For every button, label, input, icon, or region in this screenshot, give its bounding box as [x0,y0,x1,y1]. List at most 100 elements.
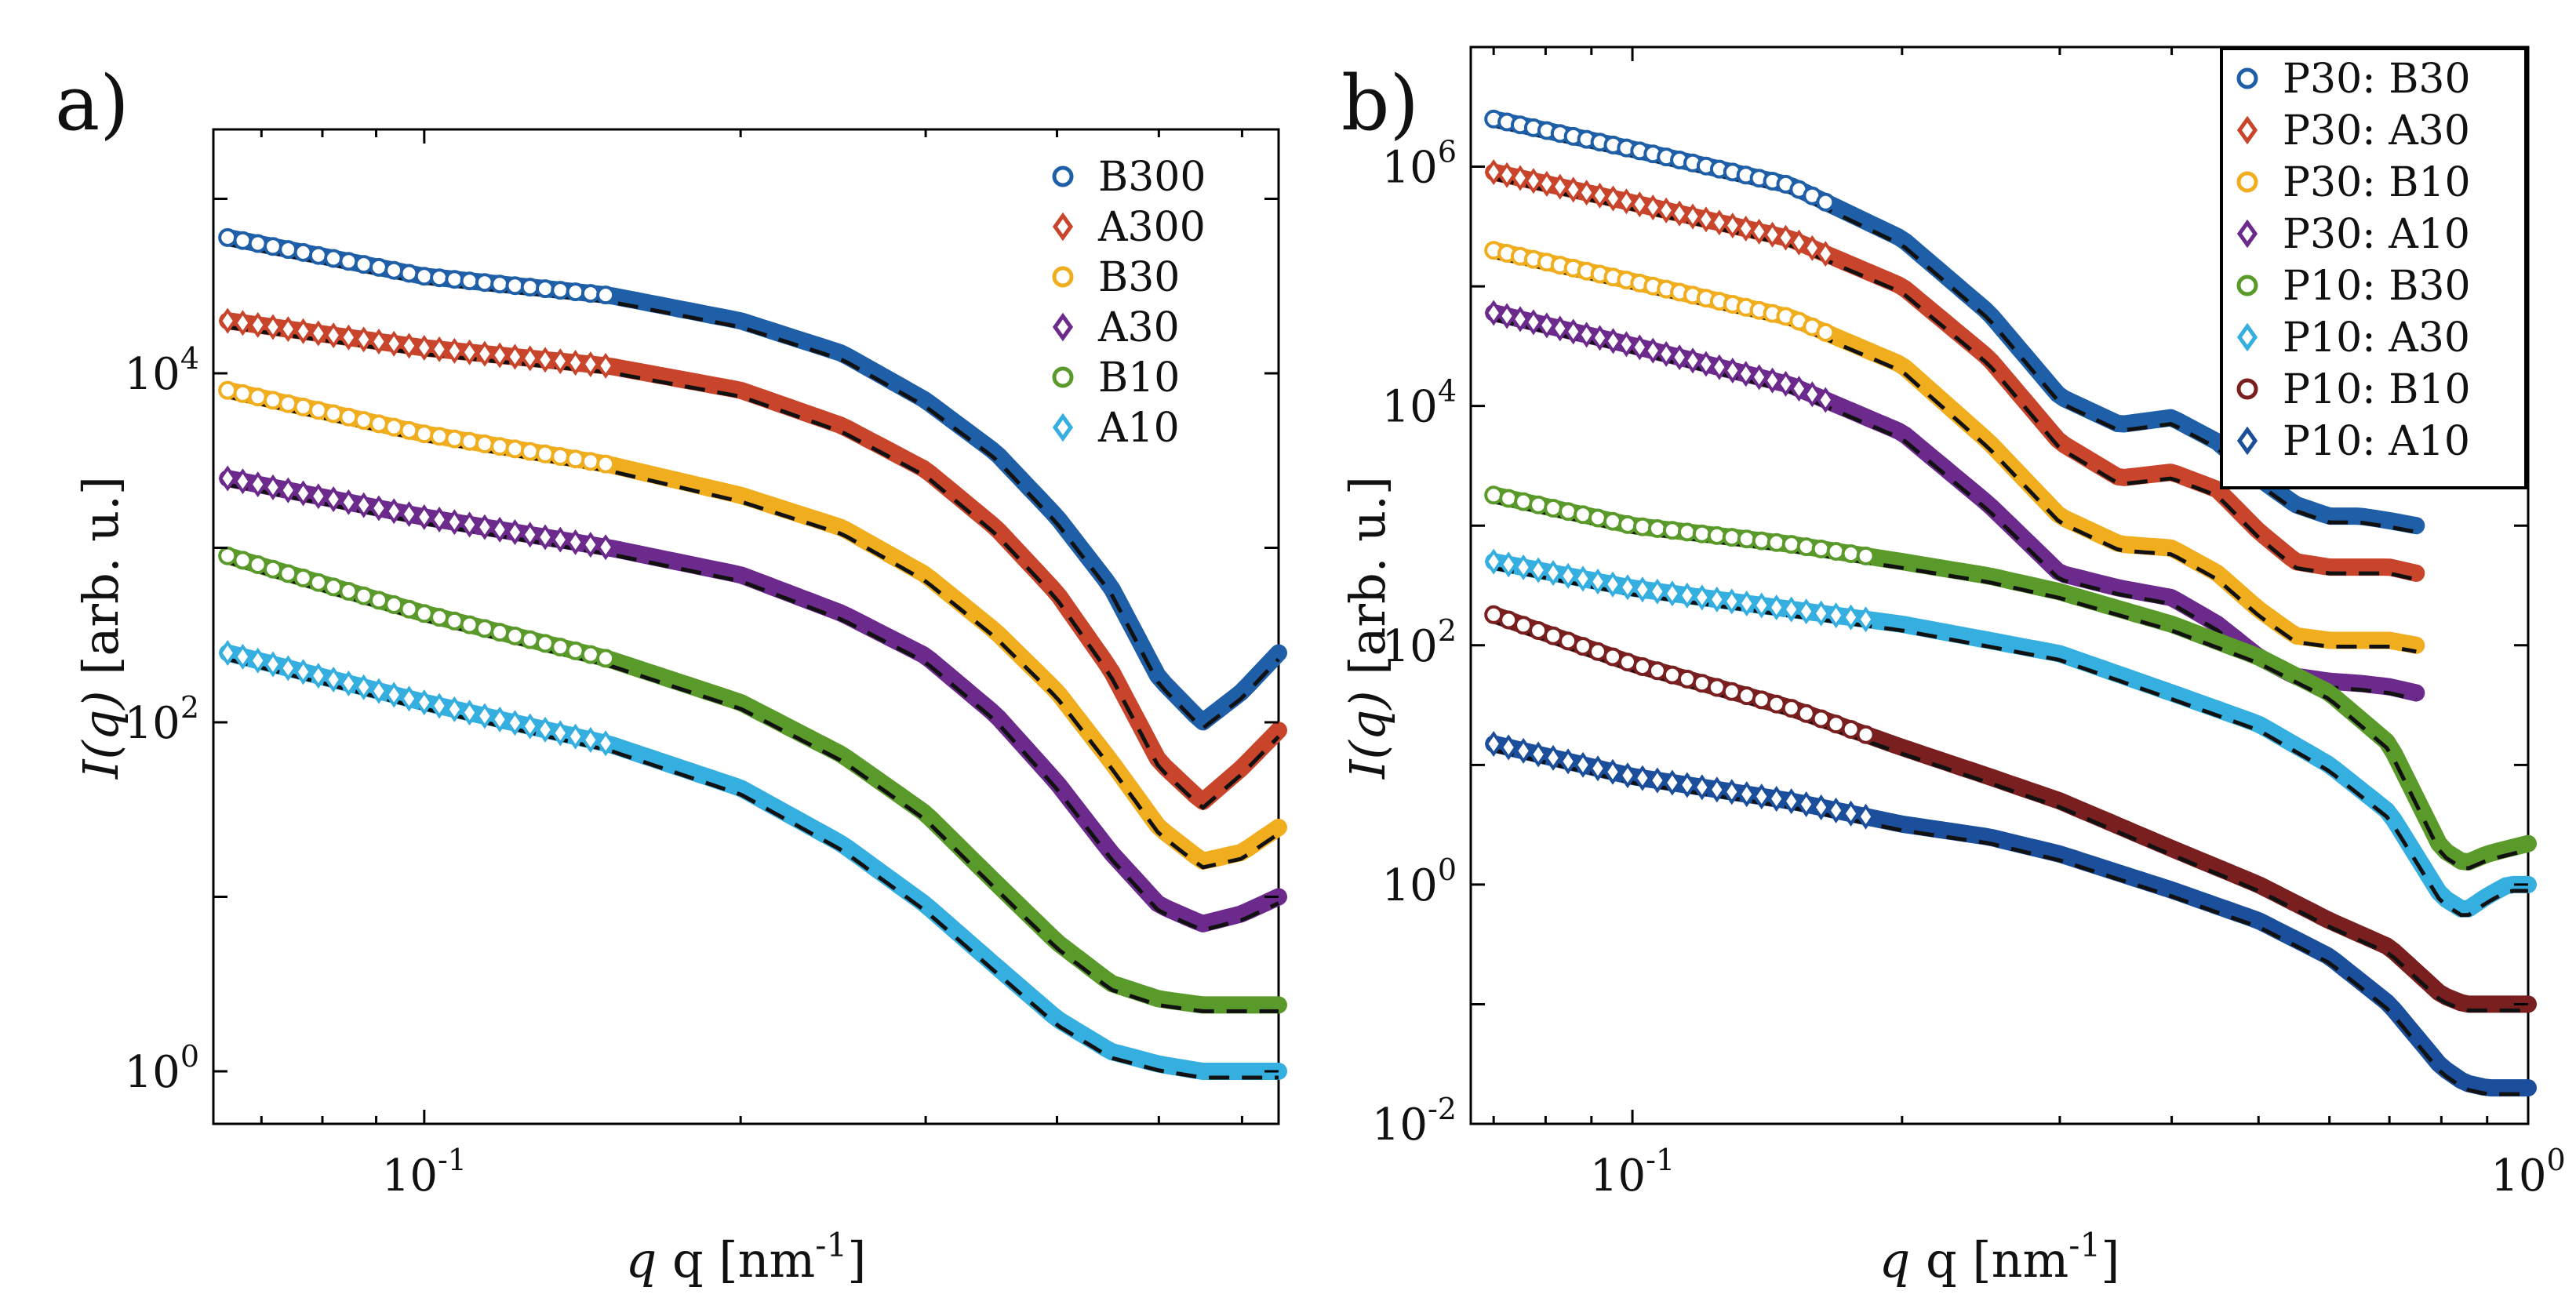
legend-marker [1052,413,1074,442]
data-point [218,307,237,334]
data-point [551,720,569,747]
fit-line-0 [1493,123,2417,534]
y-axis-label-symbol: I(q) [1339,690,1396,780]
y-tick-base: 10 [1382,860,1438,911]
fit-line-5 [1493,565,2528,918]
data-point [1812,600,1831,627]
data-point [339,489,358,515]
data-point [1544,626,1563,645]
data-point [1544,744,1563,771]
data-point [551,348,569,375]
data-point [324,404,344,424]
data-point [324,486,343,513]
data-point [1604,185,1622,212]
data-point [324,322,343,349]
data-point [1827,797,1846,823]
data-point [445,611,464,631]
data-point [354,255,373,274]
data-point [233,231,253,250]
data-point [581,532,600,558]
data-point [1514,737,1533,764]
legend-marker [1052,312,1074,342]
y-tick-base: 10 [1382,621,1438,672]
data-point [1737,529,1756,549]
data-point [1811,709,1831,729]
legend-label: P10: A30 [2283,314,2470,362]
data-point [399,599,419,619]
data-point [1750,218,1769,245]
data-point [369,414,388,434]
data-point [430,268,449,288]
data-point [1782,788,1801,815]
data-point [399,420,419,440]
data-point [1803,234,1821,261]
data-point [1559,502,1578,522]
data-point [596,352,615,379]
data-point [1559,748,1577,775]
data-point [278,655,297,682]
x-axis-label: q q [nm-1] [1879,1226,2120,1289]
data-point [596,730,615,757]
data-point [1842,800,1861,827]
data-point [1588,569,1607,595]
data-point [460,431,479,451]
data-point [1647,661,1667,681]
y-tick-label: 102 [125,690,199,749]
data-point [1551,315,1570,342]
data-point [308,401,328,420]
legend-marker [2236,219,2258,249]
data-point [1707,525,1726,545]
data-point [1723,779,1741,805]
data-point [445,509,464,536]
data-point [1707,678,1726,697]
data-point [400,501,418,528]
y-tick-label: 100 [1382,852,1457,911]
data-point [1797,598,1816,625]
data-point [355,492,373,518]
data-point [234,643,252,670]
data-point [1577,322,1596,348]
legend-box [2220,47,2527,489]
x-tick-base: 10 [382,1151,438,1201]
data-point [369,329,388,355]
data-point [400,685,418,712]
data-point [1766,533,1786,552]
data-point [1618,762,1637,789]
data-point [1766,694,1786,714]
data-point [490,437,510,456]
legend-marker [2236,322,2258,352]
data-point [264,474,282,500]
data-point [596,534,615,561]
data-point [430,507,449,533]
y-tick-base: 10 [125,698,180,749]
data-point [490,623,510,642]
data-point [505,439,525,459]
y-tick-base: 10 [1372,1100,1428,1151]
x-axis-label-text: q [nm [672,1231,815,1289]
data-point [384,260,404,280]
data-point [1737,216,1756,242]
data-point [1826,714,1846,734]
data-point [293,398,313,416]
data-point [1511,306,1530,333]
data-point [1588,508,1607,528]
fit-line-3 [227,482,1280,932]
data-point [1708,586,1726,613]
x-tick-base: 10 [2490,1151,2546,1201]
plot-frame [1469,45,2530,1125]
data-point [415,335,434,362]
x-axis-label-exponent: -1 [815,1226,847,1264]
data-point [1603,511,1622,531]
data-point [460,700,479,726]
data-point [264,559,282,579]
legend-label: A300 [1097,204,1206,251]
data-point [1630,191,1649,218]
data-point [1722,682,1741,701]
data-point [1574,751,1592,778]
y-tick-base: 10 [125,349,180,400]
data-point [1632,657,1652,676]
data-point [1529,557,1548,583]
data-point [505,626,525,645]
data-point [506,710,524,736]
